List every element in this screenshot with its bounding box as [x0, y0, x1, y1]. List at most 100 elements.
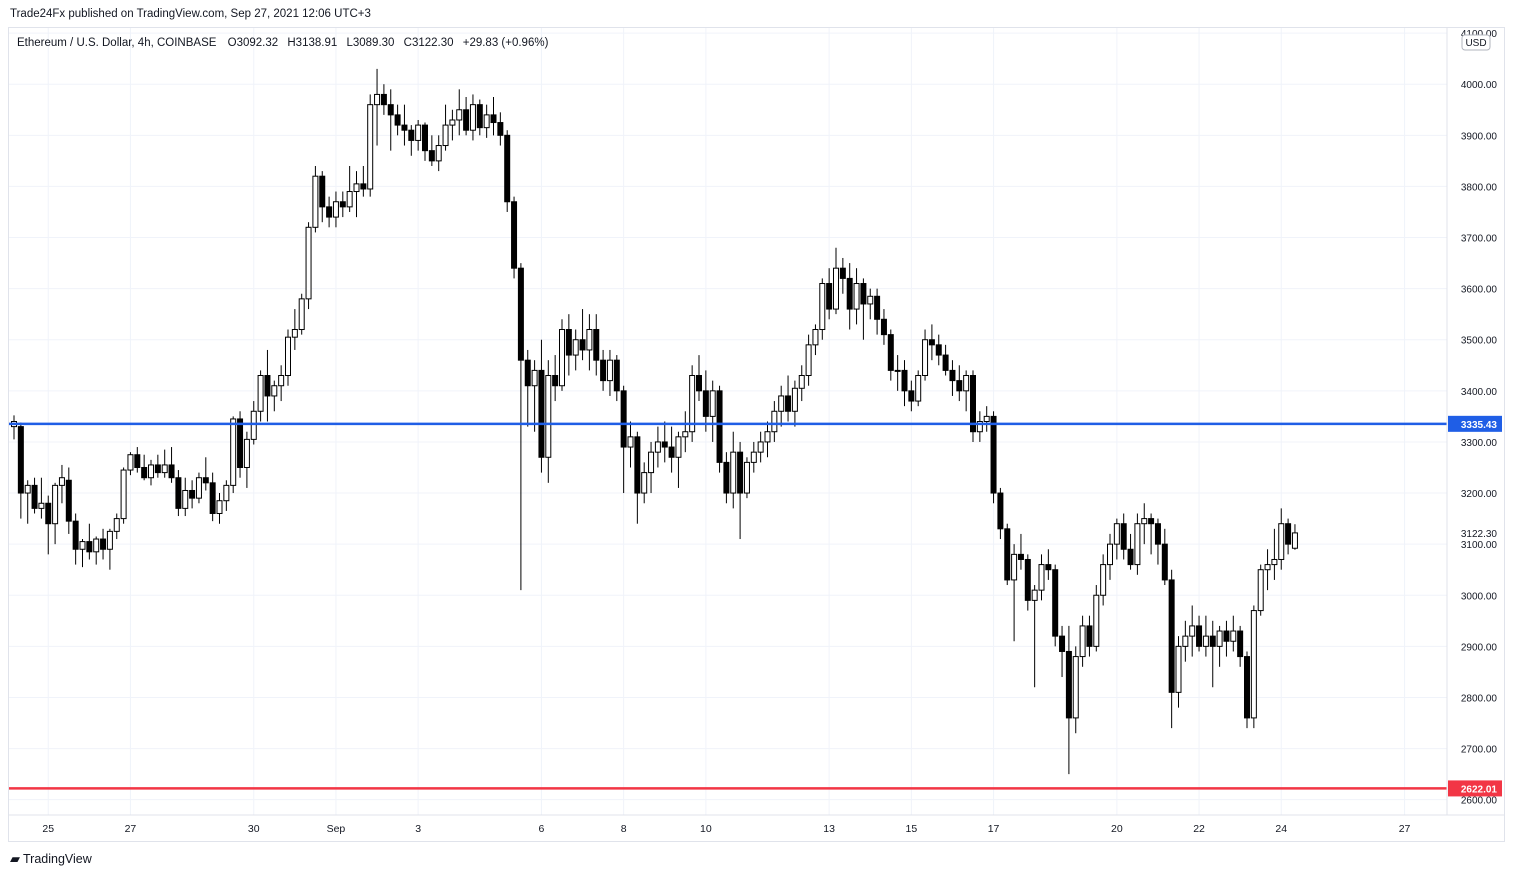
- candle-body: [908, 390, 915, 402]
- candle: [572, 329, 579, 371]
- candle-body: [935, 344, 942, 356]
- candle: [52, 482, 59, 545]
- candle: [956, 365, 963, 402]
- candle: [675, 431, 682, 488]
- candle: [127, 452, 134, 476]
- candle-body: [586, 329, 593, 351]
- candle-body: [415, 124, 422, 141]
- candle-body: [374, 93, 381, 106]
- candle-body: [1264, 564, 1271, 571]
- time-tick-label: 17: [988, 823, 1000, 835]
- candle-body: [1113, 523, 1120, 545]
- candle: [915, 370, 922, 407]
- candle-body: [305, 226, 312, 300]
- candle: [387, 89, 394, 151]
- candle-body: [380, 93, 387, 106]
- candle-body: [511, 201, 518, 269]
- candle-body: [853, 283, 860, 310]
- candle-body: [339, 201, 346, 208]
- candle-body: [17, 426, 24, 494]
- time-tick-label: 13: [823, 823, 835, 835]
- time-tick-label: 20: [1111, 823, 1123, 835]
- candle-body: [100, 538, 107, 550]
- candle-body: [874, 295, 881, 320]
- candle-body: [915, 375, 922, 402]
- candle: [45, 495, 52, 555]
- candle: [819, 278, 826, 340]
- currency-badge[interactable]: USD: [1461, 34, 1491, 51]
- candle: [1216, 625, 1223, 667]
- candle-body: [326, 206, 333, 218]
- candle-body: [833, 267, 839, 310]
- candle-body: [106, 530, 113, 550]
- candle-body: [798, 375, 805, 389]
- candle: [860, 278, 867, 340]
- price-tick-label: 3000.00: [1461, 591, 1498, 602]
- publisher-line: Trade24Fx published on TradingView.com, …: [10, 8, 371, 20]
- candle-body: [456, 109, 463, 121]
- candle: [908, 380, 915, 412]
- candle: [1223, 620, 1230, 657]
- candle-body: [606, 359, 613, 382]
- candle-body: [716, 390, 723, 463]
- candle: [1278, 508, 1285, 570]
- candle-body: [531, 369, 538, 387]
- candle: [805, 334, 812, 386]
- candle-body: [408, 129, 415, 141]
- candle-body: [31, 484, 38, 509]
- low-price-label: 2622.01: [1461, 784, 1498, 795]
- candle: [93, 536, 100, 565]
- tradingview-logo[interactable]: ▰ TradingView: [10, 851, 92, 867]
- candle-body: [839, 267, 846, 279]
- time-axis[interactable]: 25 27 30 Sep 3 6 8 10 13 15 17 20 22 24 27: [9, 814, 1505, 835]
- candle: [401, 104, 408, 146]
- candle-body: [593, 329, 600, 361]
- candle: [353, 171, 360, 218]
- price-tick-label: 2700.00: [1461, 745, 1498, 756]
- candle-body: [1127, 548, 1134, 566]
- candle: [31, 477, 38, 514]
- candle-series: [11, 68, 1298, 775]
- candle-body: [805, 344, 812, 377]
- candle-body: [435, 145, 442, 162]
- candle: [867, 288, 874, 320]
- time-tick-label: 30: [248, 823, 260, 835]
- candle-body: [278, 375, 285, 387]
- candle-body: [469, 104, 476, 131]
- candle-body: [894, 369, 901, 372]
- candle: [1093, 585, 1100, 652]
- candle-body: [572, 339, 579, 356]
- candle: [634, 431, 641, 524]
- candle: [1045, 549, 1052, 580]
- price-axis[interactable]: 2600.00 2700.00 2800.00 2900.00 3000.00 3100.…: [1446, 28, 1502, 815]
- candle: [65, 467, 72, 534]
- candle-body: [154, 464, 161, 474]
- candle-body: [689, 375, 696, 433]
- candle-body: [1017, 553, 1024, 560]
- candle-body: [1079, 625, 1086, 658]
- candle-body: [1271, 558, 1278, 566]
- candle: [305, 222, 312, 310]
- candle-body: [723, 461, 730, 494]
- candle-body: [93, 538, 100, 553]
- candle: [285, 329, 291, 386]
- candle: [223, 480, 230, 511]
- candle: [812, 324, 819, 356]
- price-tick-label: 3700.00: [1461, 234, 1498, 245]
- candle-body: [730, 451, 737, 494]
- candle-body: [1175, 645, 1182, 693]
- candle-body: [52, 484, 59, 525]
- candle-body: [449, 119, 456, 126]
- candle: [490, 96, 497, 136]
- candle-body: [483, 114, 490, 129]
- candle-body: [422, 124, 428, 152]
- candle: [168, 447, 175, 483]
- candle-body: [1209, 635, 1216, 647]
- candle: [648, 441, 655, 494]
- candle: [230, 416, 237, 494]
- price-tick-label: 3200.00: [1461, 489, 1498, 500]
- candle-body: [648, 451, 655, 474]
- candle: [1189, 605, 1196, 657]
- candle: [58, 464, 65, 504]
